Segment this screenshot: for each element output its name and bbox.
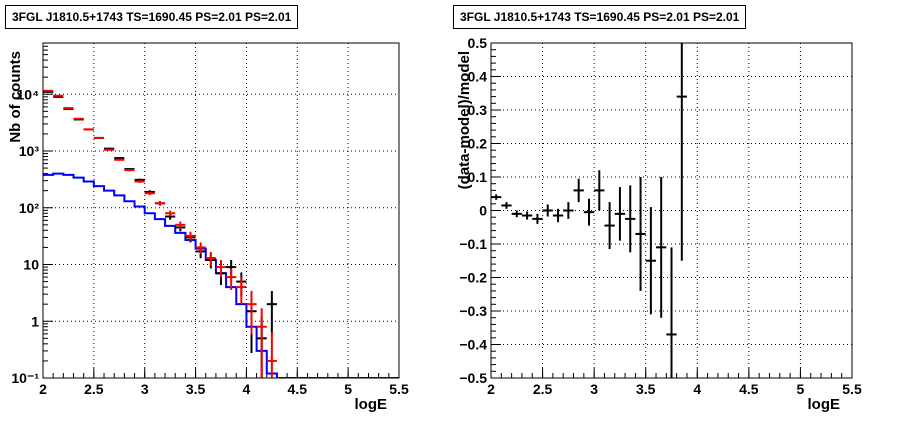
left-x-tick-label: 2 xyxy=(39,381,47,397)
left-panel-title: 3FGL J1810.5+1743 TS=1690.45 PS=2.01 PS=… xyxy=(5,5,299,29)
left-y-tick-label: 1 xyxy=(31,313,39,329)
left-x-tick-label: 2.5 xyxy=(84,381,104,397)
right-y-tick-label: 0.5 xyxy=(468,35,488,51)
right-x-tick-label: 5.5 xyxy=(842,381,862,397)
left-x-axis-label: logE xyxy=(355,396,388,413)
right-x-tick-label: 4.5 xyxy=(739,381,759,397)
left-x-tick-label: 3.5 xyxy=(186,381,206,397)
left-y-tick-label: 10³ xyxy=(19,143,40,159)
right-x-tick-label: 2.5 xyxy=(533,381,553,397)
left-plot-area xyxy=(43,89,399,378)
right-y-tick-label: −0.4 xyxy=(459,337,487,353)
right-x-tick-label: 2 xyxy=(487,381,495,397)
left-x-tick-label: 3 xyxy=(141,381,149,397)
left-y-tick-label: 10² xyxy=(19,200,40,216)
right-y-tick-label: 0.2 xyxy=(468,136,488,152)
left-y-tick-label: 10⁻¹ xyxy=(11,370,39,386)
right-y-tick-label: 0.1 xyxy=(468,169,488,185)
left-y-axis-label: Nb of counts xyxy=(7,51,24,143)
right-x-tick-label: 5 xyxy=(797,381,805,397)
left-x-tick-label: 5.5 xyxy=(389,381,409,397)
right-y-tick-label: 0 xyxy=(479,203,487,219)
right-y-tick-label: −0.5 xyxy=(459,370,487,386)
left-x-tick-label: 5 xyxy=(344,381,352,397)
model-step-line xyxy=(43,172,399,378)
right-y-tick-label: 0.4 xyxy=(468,69,488,85)
left-plot-frame xyxy=(42,42,400,379)
right-y-tick-label: −0.3 xyxy=(459,303,487,319)
right-x-tick-label: 4 xyxy=(693,381,701,397)
right-y-tick-label: −0.2 xyxy=(459,270,487,286)
right-panel-title: 3FGL J1810.5+1743 TS=1690.45 PS=2.01 PS=… xyxy=(453,5,747,29)
right-y-tick-label: −0.1 xyxy=(459,236,487,252)
left-y-tick-label: 10 xyxy=(23,257,39,273)
right-x-tick-label: 3.5 xyxy=(636,381,656,397)
right-y-axis-label: (data-model)/model xyxy=(456,51,473,189)
right-plot-area xyxy=(491,43,687,378)
right-x-axis-label: logE xyxy=(808,396,841,413)
left-x-tick-label: 4.5 xyxy=(288,381,308,397)
left-y-tick-label: 10⁴ xyxy=(17,86,40,102)
right-plot-frame xyxy=(490,42,853,379)
left-x-tick-label: 4 xyxy=(243,381,251,397)
right-x-tick-label: 3 xyxy=(590,381,598,397)
right-y-tick-label: 0.3 xyxy=(468,102,488,118)
